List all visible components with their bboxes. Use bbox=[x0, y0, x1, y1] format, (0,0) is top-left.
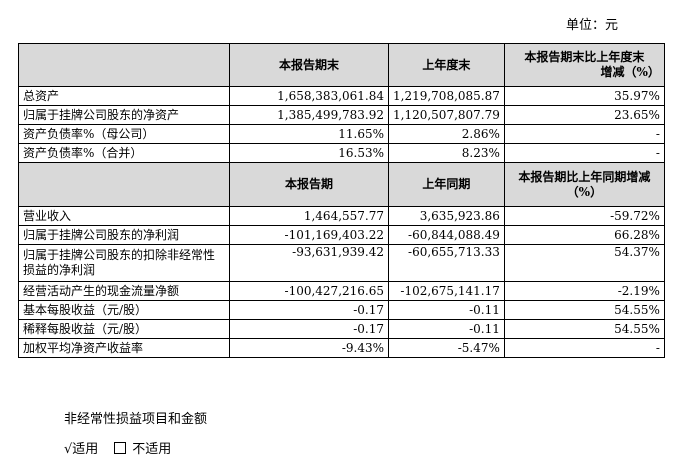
row-value-current: -0.17 bbox=[229, 300, 389, 320]
table-row: 归属于挂牌公司股东的扣除非经常性损益的净利润 -93,631,939.42 -6… bbox=[18, 244, 665, 282]
header-change-vs-year-end: 本报告期末比上年度末 增减（%） bbox=[503, 43, 665, 87]
header-change-line2: （%） bbox=[566, 184, 603, 199]
table-row: 总资产 1,658,383,061.84 1,219,708,085.87 35… bbox=[18, 86, 665, 106]
option-applicable[interactable]: √适用 bbox=[64, 442, 99, 457]
table-header-period-end: 本报告期末 上年度末 本报告期末比上年度末 增减（%） bbox=[18, 43, 665, 87]
table-row: 加权平均净资产收益率 -9.43% -5.47% - bbox=[18, 338, 665, 358]
applicability-options: √适用 不适用 bbox=[64, 438, 171, 457]
row-label: 归属于挂牌公司股东的净资产 bbox=[18, 105, 230, 125]
row-label: 稀释每股收益（元/股） bbox=[18, 319, 230, 339]
row-label: 资产负债率%（母公司） bbox=[18, 124, 230, 144]
row-value-current: -101,169,403.22 bbox=[229, 225, 389, 245]
table-row: 归属于挂牌公司股东的净资产 1,385,499,783.92 1,120,507… bbox=[18, 105, 665, 125]
row-value-current: -0.17 bbox=[229, 319, 389, 339]
row-value-previous: -0.11 bbox=[388, 319, 505, 339]
header-change-line1: 本报告期末比上年度末 bbox=[524, 50, 645, 64]
row-value-current: 11.65% bbox=[229, 124, 389, 144]
header-change-line2: 增减（%） bbox=[600, 65, 660, 79]
table-row: 资产负债率%（合并） 16.53% 8.23% - bbox=[18, 143, 665, 163]
row-value-previous: 2.86% bbox=[388, 124, 505, 144]
unit-label: 单位：元 bbox=[566, 18, 619, 33]
row-value-change: -59.72% bbox=[503, 206, 665, 226]
row-value-change: 54.55% bbox=[503, 300, 665, 320]
table-row: 稀释每股收益（元/股） -0.17 -0.11 54.55% bbox=[18, 319, 665, 339]
row-label: 加权平均净资产收益率 bbox=[18, 338, 230, 358]
header-current-period: 本报告期 bbox=[229, 162, 389, 207]
row-value-previous: -102,675,141.17 bbox=[388, 281, 505, 301]
row-value-current: 1,385,499,783.92 bbox=[229, 105, 389, 125]
row-value-previous: -60,844,088.49 bbox=[388, 225, 505, 245]
row-value-previous: -0.11 bbox=[388, 300, 505, 320]
table-row: 资产负债率%（母公司） 11.65% 2.86% - bbox=[18, 124, 665, 144]
header-current-period-end: 本报告期末 bbox=[229, 43, 389, 87]
financial-table: 本报告期末 上年度末 本报告期末比上年度末 增减（%） 总资产 1,658,38… bbox=[18, 43, 665, 358]
row-label: 资产负债率%（合并） bbox=[18, 143, 230, 163]
row-value-previous: -60,655,713.33 bbox=[388, 244, 505, 282]
table-row: 基本每股收益（元/股） -0.17 -0.11 54.55% bbox=[18, 300, 665, 320]
row-value-current: 1,464,557.77 bbox=[229, 206, 389, 226]
row-value-change: - bbox=[503, 143, 665, 163]
row-value-current: -9.43% bbox=[229, 338, 389, 358]
row-value-previous: -5.47% bbox=[388, 338, 505, 358]
row-value-previous: 1,219,708,085.87 bbox=[388, 86, 505, 106]
section-title: 非经常性损益项目和金额 bbox=[64, 412, 208, 427]
row-label: 归属于挂牌公司股东的扣除非经常性损益的净利润 bbox=[18, 244, 230, 282]
header-change-vs-same-period: 本报告期比上年同期增减 （%） bbox=[503, 162, 665, 207]
row-label: 基本每股收益（元/股） bbox=[18, 300, 230, 320]
row-value-change: 23.65% bbox=[503, 105, 665, 125]
table-row: 归属于挂牌公司股东的净利润 -101,169,403.22 -60,844,08… bbox=[18, 225, 665, 245]
row-value-previous: 3,635,923.86 bbox=[388, 206, 505, 226]
row-value-previous: 8.23% bbox=[388, 143, 505, 163]
header-same-period-last-year: 上年同期 bbox=[388, 162, 505, 207]
row-value-change: 35.97% bbox=[503, 86, 665, 106]
row-value-change: - bbox=[503, 338, 665, 358]
table-row: 营业收入 1,464,557.77 3,635,923.86 -59.72% bbox=[18, 206, 665, 226]
row-value-previous: 1,120,507,807.79 bbox=[388, 105, 505, 125]
table-header-period: 本报告期 上年同期 本报告期比上年同期增减 （%） bbox=[18, 162, 665, 207]
header-empty-cell bbox=[18, 162, 230, 207]
row-label: 营业收入 bbox=[18, 206, 230, 226]
row-value-change: - bbox=[503, 124, 665, 144]
header-change-line1: 本报告期比上年同期增减 bbox=[518, 169, 651, 184]
row-value-change: 54.55% bbox=[503, 319, 665, 339]
table-row: 经营活动产生的现金流量净额 -100,427,216.65 -102,675,1… bbox=[18, 281, 665, 301]
checkbox-icon[interactable] bbox=[114, 441, 127, 454]
row-value-current: -93,631,939.42 bbox=[229, 244, 389, 282]
row-label: 经营活动产生的现金流量净额 bbox=[18, 281, 230, 301]
option-not-applicable[interactable]: 不适用 bbox=[132, 442, 172, 457]
row-label: 归属于挂牌公司股东的净利润 bbox=[18, 225, 230, 245]
header-empty-cell bbox=[18, 43, 230, 87]
row-label: 总资产 bbox=[18, 86, 230, 106]
row-value-change: 66.28% bbox=[503, 225, 665, 245]
row-value-current: 1,658,383,061.84 bbox=[229, 86, 389, 106]
row-value-current: 16.53% bbox=[229, 143, 389, 163]
row-value-current: -100,427,216.65 bbox=[229, 281, 389, 301]
header-last-year-end: 上年度末 bbox=[388, 43, 505, 87]
row-value-change: -2.19% bbox=[503, 281, 665, 301]
row-value-change: 54.37% bbox=[503, 244, 665, 282]
